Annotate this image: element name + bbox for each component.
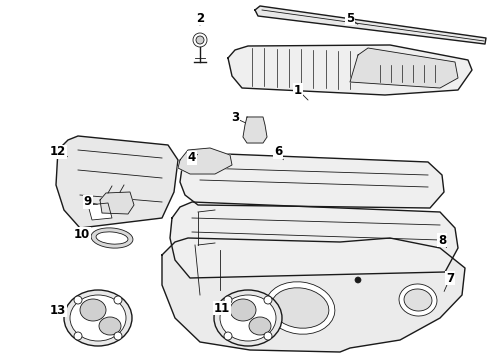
Ellipse shape [398, 284, 436, 316]
Circle shape [264, 296, 271, 304]
Ellipse shape [229, 299, 256, 321]
Ellipse shape [70, 295, 126, 341]
Polygon shape [349, 48, 457, 88]
Polygon shape [162, 238, 464, 352]
Text: 11: 11 [213, 301, 230, 315]
Polygon shape [243, 117, 266, 143]
Polygon shape [170, 202, 457, 278]
Circle shape [196, 36, 203, 44]
Text: 3: 3 [230, 112, 239, 125]
Polygon shape [88, 203, 112, 220]
Ellipse shape [248, 317, 270, 335]
Ellipse shape [403, 289, 431, 311]
Text: 2: 2 [196, 12, 203, 24]
Ellipse shape [99, 317, 121, 335]
Circle shape [193, 33, 206, 47]
Polygon shape [227, 45, 471, 95]
Text: 8: 8 [437, 234, 445, 247]
Text: 6: 6 [273, 145, 282, 158]
Circle shape [74, 332, 82, 340]
Polygon shape [56, 136, 178, 228]
Text: 7: 7 [445, 271, 453, 284]
Circle shape [264, 332, 271, 340]
Circle shape [114, 296, 122, 304]
Ellipse shape [96, 232, 128, 244]
Text: 10: 10 [74, 228, 90, 240]
Polygon shape [100, 192, 134, 214]
Text: 13: 13 [50, 303, 66, 316]
Circle shape [114, 332, 122, 340]
Polygon shape [178, 148, 231, 174]
Text: 9: 9 [84, 195, 92, 208]
Ellipse shape [264, 282, 334, 334]
Polygon shape [180, 153, 443, 208]
Ellipse shape [64, 290, 132, 346]
Text: 12: 12 [50, 145, 66, 158]
Circle shape [354, 277, 360, 283]
Text: 5: 5 [345, 12, 353, 24]
Ellipse shape [80, 299, 106, 321]
Circle shape [224, 332, 231, 340]
Circle shape [224, 296, 231, 304]
Circle shape [74, 296, 82, 304]
Text: 1: 1 [293, 84, 302, 96]
Polygon shape [254, 6, 485, 44]
Ellipse shape [220, 295, 275, 341]
Ellipse shape [270, 288, 328, 328]
Ellipse shape [91, 228, 133, 248]
Ellipse shape [214, 290, 282, 346]
Text: 4: 4 [187, 152, 196, 165]
